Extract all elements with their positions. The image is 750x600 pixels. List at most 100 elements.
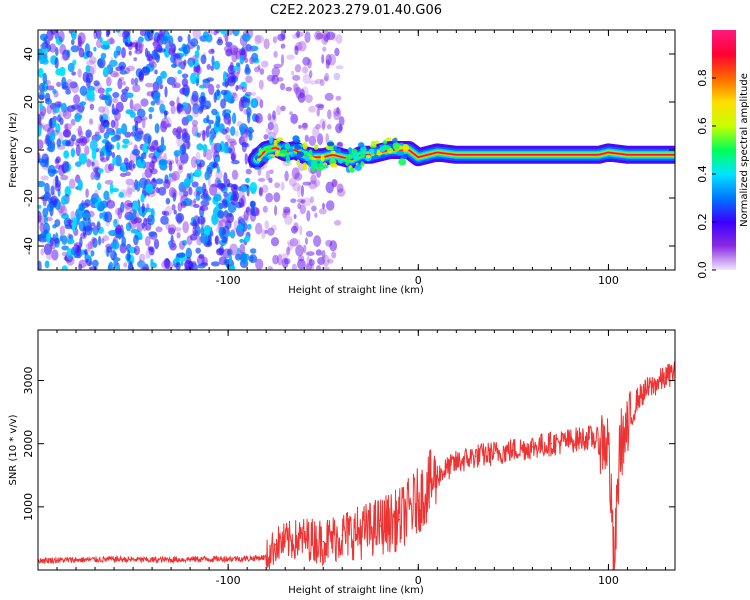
colorbar-tick-label: 0.4 [696,165,709,183]
spectrogram-ridge-blob [258,147,263,156]
spectrogram-noise-cell [284,170,289,182]
spectrogram-ridge-blob [337,157,344,164]
spectrogram-ridge-blob [294,144,302,150]
spectrogram-noise-cell [140,132,145,140]
spectrogram-noise-cell [87,241,93,250]
spectrogram-noise-cell [79,236,83,248]
spectrogram-noise-cell [227,232,236,237]
spectrogram-noise-cell [218,123,225,133]
spectrogram-noise-cell [235,62,241,68]
spectrogram-noise-cell [100,52,107,60]
spectrogram-noise-cell [94,189,99,198]
spectrogram-noise-cell [249,45,259,52]
spectrogram-noise-cell [78,203,86,212]
spectrogram-noise-cell [218,256,227,266]
spectrogram-noise-cell [180,160,185,166]
spectrogram-noise-cell [333,110,341,121]
spectrogram-noise-cell [134,77,138,86]
spectrogram-noise-cell [154,69,158,75]
spectrogram-noise-cell [233,171,240,180]
spectrogram-noise-cell [60,102,67,113]
spectrogram-noise-cell [296,198,306,203]
spectrogram-noise-cell [322,120,326,131]
spectrogram-x-tick-label: 0 [415,274,422,287]
spectrogram-noise-cell [245,44,252,52]
spectrogram-noise-cell [105,87,109,97]
spectrogram-noise-cell [134,49,142,55]
snr-data-point [113,558,115,561]
spectrogram-noise-cell [39,215,47,226]
spectrogram-noise-cell [173,55,182,67]
spectrogram-noise-cell [127,249,131,262]
spectrogram-noise-cell [170,104,176,115]
spectrogram-noise-cell [302,73,312,85]
spectrogram-noise-cell [284,215,293,226]
spectrogram-noise-cell [294,172,303,181]
spectrogram-noise-cell [216,89,220,97]
spectrogram-ridge-blob [254,166,261,170]
spectrogram-noise-cell [280,30,286,40]
spectrogram-noise-cell [192,230,199,235]
spectrogram-noise-cell [145,249,151,259]
spectrogram-noise-cell [139,30,147,37]
spectrogram-noise-cell [233,65,239,71]
spectrogram-noise-cell [69,81,78,89]
spectrogram-noise-cell [228,144,236,155]
spectrogram-noise-cell [84,145,90,156]
spectrogram-ridge-blob [349,167,355,173]
spectrogram-noise-cell [299,225,303,236]
spectrogram-noise-cell [110,70,119,78]
spectrogram-y-tick-label: 20 [22,95,35,109]
spectrogram-noise-cell [61,195,68,205]
spectrogram-ridge-blob [310,160,318,168]
spectrogram-noise-cell [47,142,56,153]
spectrogram-noise-cell [103,123,110,129]
spectrogram-noise-cell [306,210,311,222]
spectrogram-noise-cell [232,92,237,99]
spectrogram-noise-cell [280,181,285,191]
spectrogram-noise-cell [313,235,322,247]
spectrogram-noise-cell [43,215,49,225]
spectrogram-noise-cell [102,235,110,242]
spectrogram-noise-cell [185,247,192,259]
spectrogram-noise-cell [134,245,140,256]
spectrogram-noise-cell [98,106,106,113]
spectrogram-noise-cell [187,33,191,44]
spectrogram-noise-cell [183,104,187,112]
spectrogram-ridge-blob [308,149,313,155]
spectrogram-ridge-blob [273,139,278,146]
spectrogram-noise-cell [90,250,95,257]
snr-data-point [341,534,344,537]
spectrogram-noise-cell [167,261,173,270]
spectrogram-noise-cell [114,118,119,130]
spectrogram-ridge-blob [333,145,338,151]
spectrogram-noise-cell [322,254,330,267]
spectrogram-noise-cell [42,55,48,63]
spectrogram-noise-cell [179,240,185,250]
spectrogram-noise-cell [97,182,102,191]
spectrogram-noise-cell [79,85,88,96]
spectrogram-noise-cell [90,197,98,204]
spectrogram-noise-cell [325,59,330,69]
spectrogram-noise-cell [321,250,326,259]
spectrogram-noise-cell [117,207,123,220]
spectrogram-noise-cell [273,123,279,135]
spectrogram-noise-cell [117,78,123,90]
spectrogram-noise-cell [314,179,321,188]
spectrogram-noise-cell [210,261,220,267]
spectrogram-noise-cell [163,45,171,58]
spectrogram-noise-cell [62,129,72,138]
spectrogram-noise-cell [276,105,282,116]
spectrogram-noise-cell [259,68,265,75]
spectrogram-noise-cell [93,230,98,236]
spectrogram-noise-cell [91,140,96,149]
spectrogram-noise-cell [109,59,118,67]
spectrogram-ridge-blob [322,164,329,169]
spectrogram-ridge-blob [304,154,310,162]
spectrogram-noise-cell [138,253,146,262]
spectrogram-noise-cell [98,226,104,234]
spectrogram-noise-cell [173,53,182,59]
spectrogram-noise-cell [280,54,285,66]
spectrogram-noise-cell [75,104,84,117]
spectrogram-noise-cell [254,66,261,73]
